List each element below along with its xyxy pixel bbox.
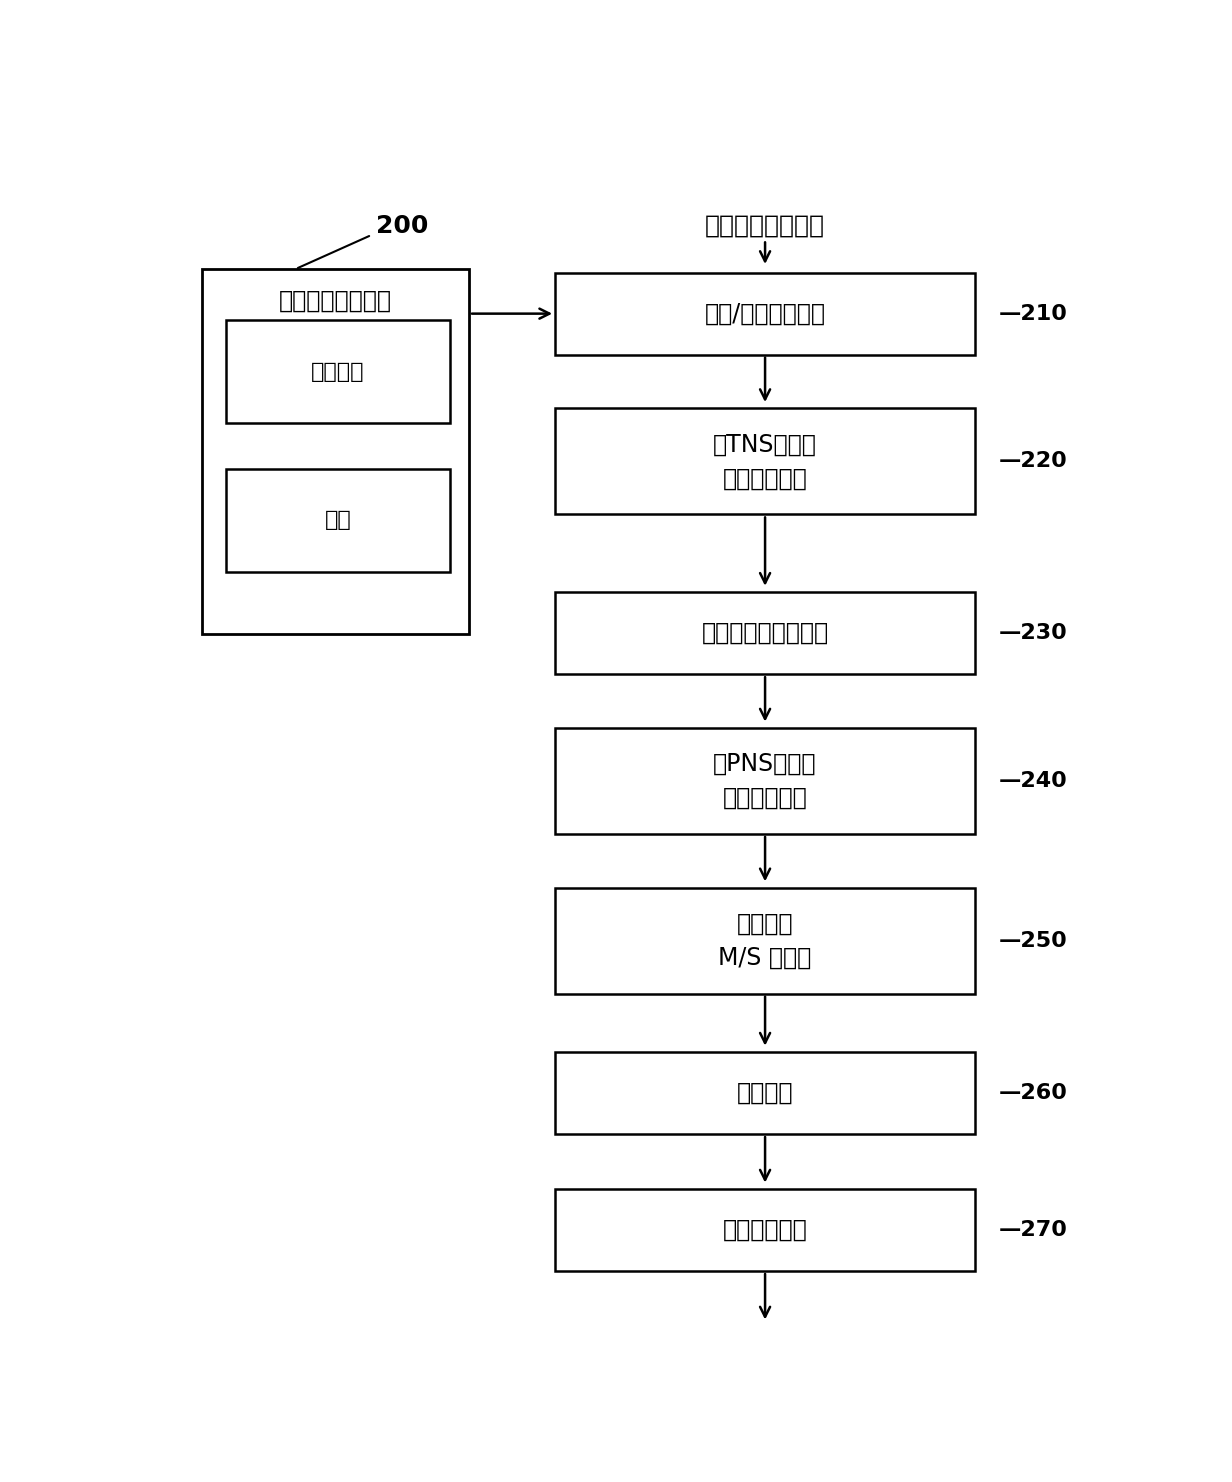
Bar	[554, 1052, 976, 1134]
Text: （PNS）单元: （PNS）单元	[713, 751, 817, 775]
Text: 200: 200	[377, 213, 429, 237]
Bar	[554, 1189, 976, 1272]
Text: 比特打包单元: 比特打包单元	[723, 1218, 807, 1242]
Bar	[554, 888, 976, 994]
Text: —210: —210	[999, 304, 1068, 323]
Text: —260: —260	[999, 1083, 1068, 1103]
Text: 心理声学模型单元: 心理声学模型单元	[278, 289, 392, 313]
Text: （TNS）单元: （TNS）单元	[713, 433, 817, 456]
Text: 知觉噪声替换: 知觉噪声替换	[723, 785, 807, 811]
Text: 窗口切换: 窗口切换	[310, 362, 365, 382]
Text: M/S 立体声: M/S 立体声	[718, 946, 812, 969]
Text: 强度立体声处理单元: 强度立体声处理单元	[701, 621, 829, 645]
Bar	[554, 728, 976, 834]
Text: —230: —230	[999, 622, 1068, 643]
Bar	[225, 468, 450, 572]
Bar	[225, 320, 450, 424]
Bar	[554, 409, 976, 514]
Bar	[202, 270, 469, 634]
Text: 量化单元: 量化单元	[737, 1080, 793, 1106]
Text: —220: —220	[999, 452, 1068, 471]
Text: 时域中的音频信号: 时域中的音频信号	[705, 213, 825, 237]
Text: 阀値: 阀値	[324, 510, 351, 531]
Bar	[554, 593, 976, 674]
Text: —270: —270	[999, 1220, 1068, 1240]
Text: 处理单元: 处理单元	[737, 911, 793, 935]
Text: —250: —250	[999, 931, 1068, 950]
Text: 时域噪声修整: 时域噪声修整	[723, 467, 807, 491]
Text: 时间/频率映射单元: 时间/频率映射单元	[705, 302, 825, 326]
Text: —240: —240	[999, 771, 1068, 791]
Bar	[554, 273, 976, 354]
